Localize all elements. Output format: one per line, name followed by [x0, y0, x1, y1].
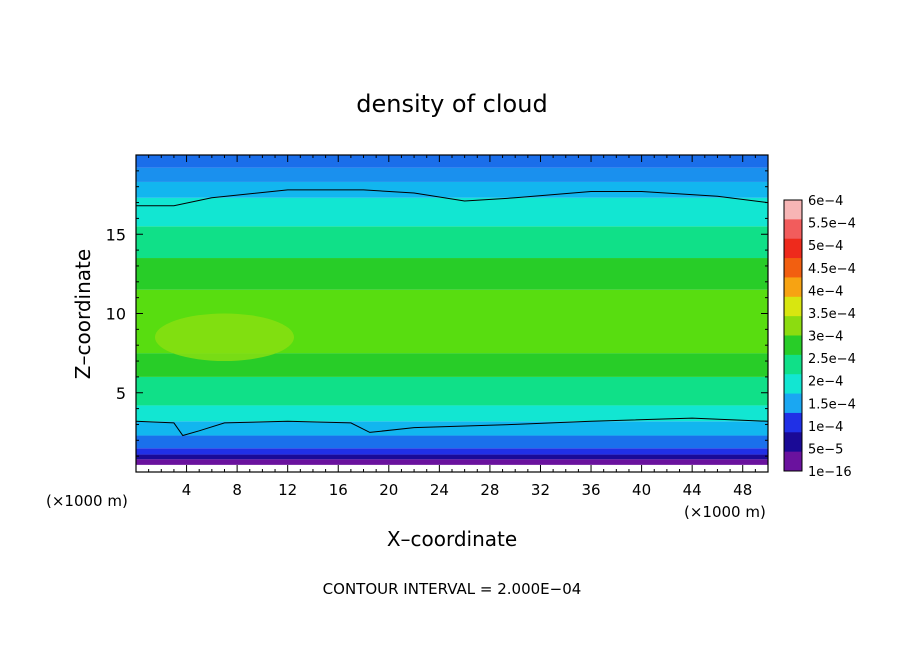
y-tick-label: 5 — [116, 384, 126, 403]
lower-contour — [135, 417, 769, 437]
upper-contour — [136, 189, 769, 207]
x-ticks: 4 8 12 16 20 24 28 32 36 40 44 48 — [148, 155, 756, 499]
y-tick-label: 10 — [106, 305, 126, 324]
density-band-14 — [136, 167, 768, 182]
contour-interval-note: CONTOUR INTERVAL = 2.000E−04 — [323, 580, 582, 598]
x-tick-label: 40 — [632, 481, 651, 499]
colorbar-swatch — [784, 451, 802, 472]
x-tick-label: 44 — [683, 481, 702, 499]
x-tick-label: 4 — [182, 481, 192, 499]
colorbar: 6e−4 5.5e−4 5e−4 4.5e−4 4e−4 3.5e−4 3e−4 2.5e−4… — [783, 194, 856, 480]
density-band-12 — [136, 197, 768, 227]
colorbar-swatch — [784, 335, 802, 356]
x-tick-label: 36 — [581, 481, 600, 499]
density-band-5 — [136, 421, 768, 436]
density-core — [154, 313, 294, 362]
density-band-2 — [136, 454, 768, 460]
density-bands — [136, 155, 768, 472]
x-tick-label: 48 — [733, 481, 752, 499]
colorbar-label: 5e−4 — [808, 239, 843, 254]
colorbar-label: 3.5e−4 — [808, 307, 856, 322]
colorbar-label: 2e−4 — [808, 375, 843, 390]
chart-title: density of cloud — [356, 90, 547, 118]
density-band-7 — [136, 376, 768, 406]
colorbar-label: 2.5e−4 — [808, 352, 856, 367]
colorbar-swatch — [784, 277, 802, 298]
colorbar-swatch — [784, 219, 802, 240]
y-tick-label: 15 — [106, 225, 126, 244]
colorbar-label: 3e−4 — [808, 330, 843, 345]
x-unit-right: (×1000 m) — [684, 503, 766, 521]
colorbar-label: 1e−16 — [808, 465, 852, 480]
density-band-13 — [136, 181, 768, 198]
colorbar-swatch — [784, 296, 802, 317]
density-band-10 — [136, 258, 768, 290]
density-band-1 — [136, 459, 768, 465]
colorbar-label: 6e−4 — [808, 194, 843, 209]
y-axis-label: Z–coordinate — [71, 249, 95, 379]
x-tick-label: 24 — [430, 481, 449, 499]
y-ticks: 5 10 15 — [106, 170, 768, 457]
x-tick-label: 12 — [278, 481, 297, 499]
colorbar-label: 5.5e−4 — [808, 217, 856, 232]
density-band-15 — [136, 155, 768, 168]
colorbar-swatch — [784, 238, 802, 259]
contour-lines — [135, 189, 769, 437]
x-tick-label: 16 — [329, 481, 348, 499]
x-tick-label: 32 — [531, 481, 550, 499]
colorbar-frame — [783, 199, 803, 472]
density-band-6 — [136, 405, 768, 422]
colorbar-swatch — [784, 354, 802, 375]
density-band-0 — [136, 464, 768, 472]
x-tick-label: 28 — [480, 481, 499, 499]
density-band-8 — [136, 353, 768, 377]
colorbar-swatch — [784, 412, 802, 433]
colorbar-label: 1.5e−4 — [808, 397, 856, 412]
colorbar-swatch — [784, 393, 802, 414]
colorbar-label: 5e−5 — [808, 442, 843, 457]
colorbar-swatch — [784, 374, 802, 395]
colorbar-label: 1e−4 — [808, 420, 843, 435]
density-band-3 — [136, 448, 768, 455]
colorbar-swatch — [784, 432, 802, 453]
x-axis-label: X–coordinate — [387, 527, 517, 551]
x-tick-label: 8 — [232, 481, 242, 499]
x-tick-label: 20 — [379, 481, 398, 499]
colorbar-swatch — [784, 258, 802, 278]
colorbar-swatch — [784, 200, 802, 220]
x-unit-left: (×1000 m) — [46, 492, 128, 510]
density-band-11 — [136, 226, 768, 259]
colorbar-swatch — [784, 316, 802, 336]
density-band-4 — [136, 435, 768, 449]
colorbar-label: 4e−4 — [808, 284, 843, 299]
colorbar-label: 4.5e−4 — [808, 262, 856, 277]
